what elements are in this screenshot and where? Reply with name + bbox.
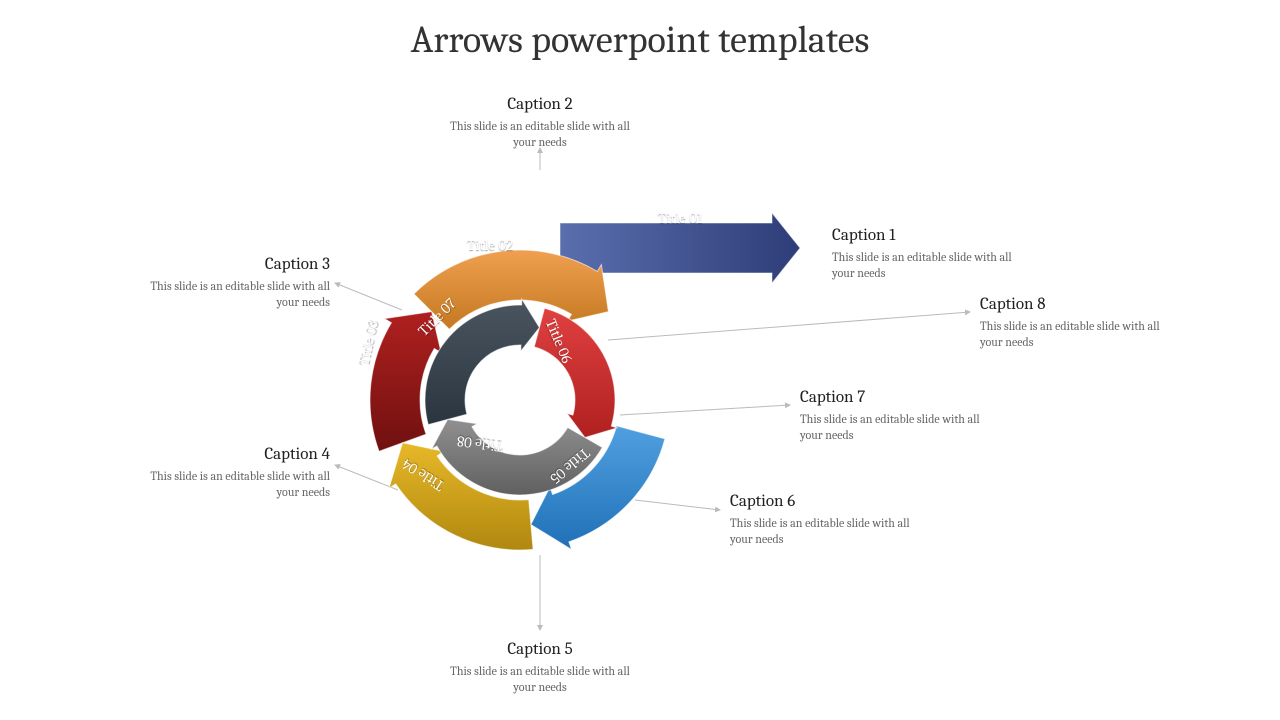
page-title: Arrows powerpoint templates <box>0 18 1280 62</box>
caption-desc: This slide is an editable slide with all… <box>440 118 640 150</box>
caption-title: Caption 4 <box>130 445 330 464</box>
segment-label: Title 01 <box>658 209 703 227</box>
caption-block: Caption 5 This slide is an editable slide… <box>440 640 640 695</box>
caption-title: Caption 3 <box>130 255 330 274</box>
caption-block: Caption 6 This slide is an editable slide… <box>730 492 930 547</box>
caption-desc: This slide is an editable slide with all… <box>440 663 640 695</box>
caption-desc: This slide is an editable slide with all… <box>800 411 1000 443</box>
caption-desc: This slide is an editable slide with all… <box>980 318 1180 350</box>
caption-block: Caption 3 This slide is an editable slide… <box>130 255 330 310</box>
caption-title: Caption 8 <box>980 295 1180 314</box>
caption-title: Caption 5 <box>440 640 640 659</box>
caption-desc: This slide is an editable slide with all… <box>130 278 330 310</box>
caption-block: Caption 7 This slide is an editable slide… <box>800 388 1000 443</box>
caption-desc: This slide is an editable slide with all… <box>832 249 1032 281</box>
caption-block: Caption 2 This slide is an editable slide… <box>440 95 640 150</box>
caption-desc: This slide is an editable slide with all… <box>130 468 330 500</box>
caption-block: Caption 8 This slide is an editable slide… <box>980 295 1180 350</box>
caption-block: Caption 4 This slide is an editable slide… <box>130 445 330 500</box>
caption-title: Caption 2 <box>440 95 640 114</box>
segment-label: Title 02 <box>467 236 513 254</box>
caption-desc: This slide is an editable slide with all… <box>730 515 930 547</box>
caption-title: Caption 6 <box>730 492 930 511</box>
spiral-arrows-diagram: Title 01Title 02Title 03Title 04Title 05… <box>370 175 670 475</box>
caption-title: Caption 1 <box>832 226 1032 245</box>
caption-block: Caption 1 This slide is an editable slide… <box>832 226 1032 281</box>
caption-title: Caption 7 <box>800 388 1000 407</box>
